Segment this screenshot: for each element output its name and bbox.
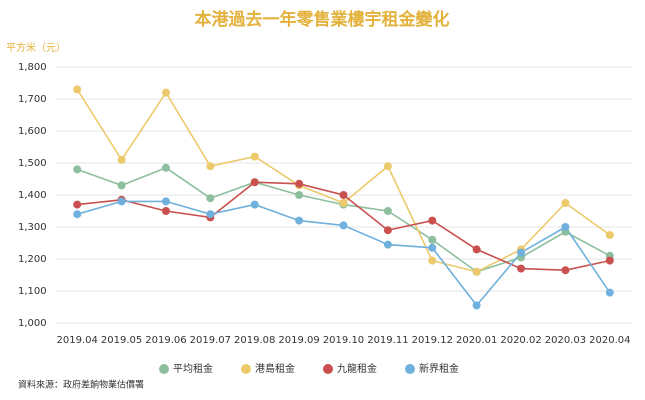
data-point <box>206 210 215 219</box>
data-point <box>73 85 82 94</box>
x-tick-label: 2020.04 <box>589 335 630 346</box>
x-tick-label: 2019.10 <box>323 335 364 346</box>
legend-label: 港島租金 <box>255 362 295 375</box>
data-point <box>73 165 82 174</box>
x-tick-label: 2020.02 <box>500 335 541 346</box>
data-point <box>383 162 392 171</box>
data-point <box>250 178 259 187</box>
data-point <box>339 191 348 199</box>
data-point <box>383 240 392 249</box>
x-tick-label: 2020.01 <box>456 335 497 346</box>
series-line <box>76 88 611 273</box>
y-tick-label: 1,200 <box>18 254 47 265</box>
data-point <box>206 194 215 203</box>
data-point <box>517 248 526 257</box>
y-tick-label: 1,500 <box>18 158 47 169</box>
legend-label: 平均租金 <box>173 362 213 375</box>
data-point <box>517 264 526 273</box>
x-tick-label: 2019.08 <box>234 335 275 346</box>
x-tick-label: 2019.06 <box>145 335 186 346</box>
data-point <box>428 235 437 244</box>
data-point <box>161 88 170 97</box>
series-line <box>76 200 611 307</box>
data-point <box>295 179 304 188</box>
y-tick-label: 1,700 <box>18 94 47 105</box>
series-line <box>76 166 611 273</box>
data-point <box>561 199 570 207</box>
legend-marker <box>159 364 169 374</box>
data-point <box>339 199 348 207</box>
x-tick-label: 2019.09 <box>278 335 319 346</box>
data-point <box>250 152 259 161</box>
x-tick-label: 2019.11 <box>367 335 408 346</box>
data-point <box>161 207 170 215</box>
x-tick-label: 2019.05 <box>101 335 142 346</box>
data-point <box>428 243 437 252</box>
data-point <box>295 216 304 225</box>
data-point <box>161 163 170 172</box>
legend-marker <box>405 364 415 374</box>
data-point <box>339 221 348 230</box>
x-tick-label: 2020.03 <box>545 335 586 346</box>
chart-title: 本港過去一年零售業樓宇租金變化 <box>195 9 450 30</box>
data-point <box>117 197 126 206</box>
y-tick-label: 1,600 <box>18 126 47 137</box>
data-point <box>472 245 481 254</box>
data-point <box>206 162 215 171</box>
data-point <box>472 267 481 276</box>
data-point <box>117 181 126 190</box>
y-tick-label: 1,800 <box>18 62 47 73</box>
y-tick-label: 1,400 <box>18 190 47 201</box>
data-point <box>605 256 614 265</box>
data-point <box>428 256 437 265</box>
data-point <box>605 288 614 297</box>
data-point <box>428 216 437 225</box>
data-point <box>73 200 82 209</box>
legend-marker <box>241 364 251 374</box>
x-tick-label: 2019.12 <box>412 335 453 346</box>
y-tick-label: 1,100 <box>18 286 47 297</box>
data-point <box>250 200 259 209</box>
legend-label: 新界租金 <box>419 362 459 375</box>
data-point <box>117 155 126 164</box>
data-point <box>295 191 304 199</box>
data-point <box>605 231 614 239</box>
data-point <box>561 266 570 275</box>
x-tick-label: 2019.04 <box>57 335 98 346</box>
x-tick-label: 2019.07 <box>190 335 231 346</box>
y-tick-label: 1,000 <box>18 318 47 329</box>
data-point <box>383 226 392 235</box>
y-axis-unit: 平方米（元） <box>6 41 66 54</box>
legend-label: 九龍租金 <box>337 362 377 375</box>
legend-marker <box>323 364 333 374</box>
data-point <box>161 197 170 206</box>
y-tick-label: 1,300 <box>18 222 47 233</box>
data-point <box>561 223 570 231</box>
data-point <box>73 210 82 219</box>
data-point <box>383 207 392 215</box>
source-note: 資料來源：政府差餉物業估價署 <box>18 379 144 391</box>
data-point <box>472 301 481 310</box>
